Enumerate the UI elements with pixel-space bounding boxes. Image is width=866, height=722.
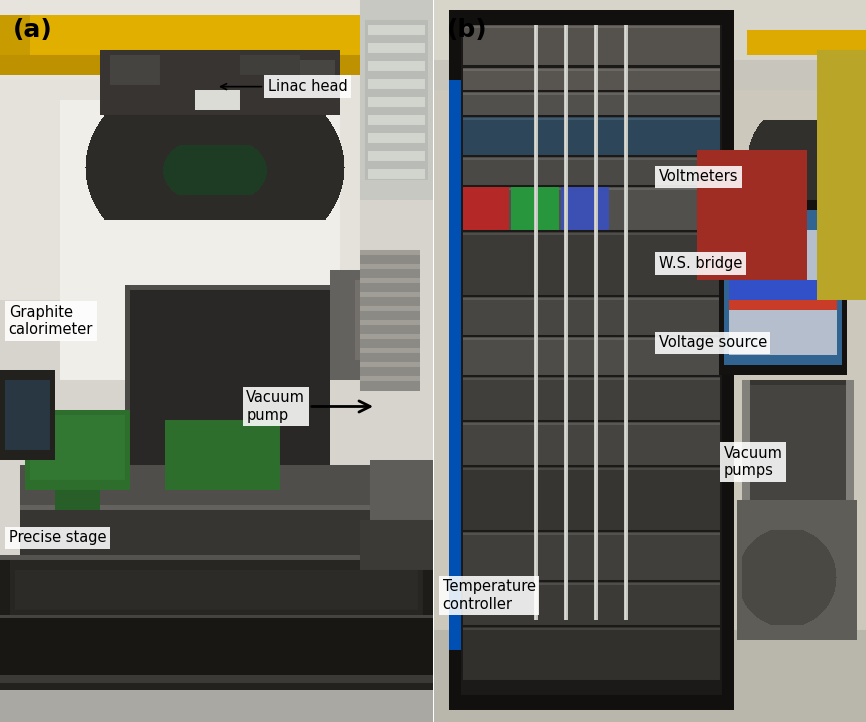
Text: Vacuum
pumps: Vacuum pumps (723, 446, 782, 478)
Text: Voltmeters: Voltmeters (658, 170, 738, 184)
Text: Temperature
controller: Temperature controller (443, 580, 535, 612)
Text: Precise stage: Precise stage (9, 531, 107, 545)
Text: (a): (a) (13, 18, 53, 42)
Text: Linac head: Linac head (221, 79, 347, 94)
Text: W.S. bridge: W.S. bridge (658, 256, 742, 271)
Text: Voltage source: Voltage source (658, 336, 766, 350)
Text: Vacuum
pump: Vacuum pump (246, 391, 370, 422)
Text: (b): (b) (447, 18, 488, 42)
Text: Graphite
calorimeter: Graphite calorimeter (9, 305, 93, 337)
